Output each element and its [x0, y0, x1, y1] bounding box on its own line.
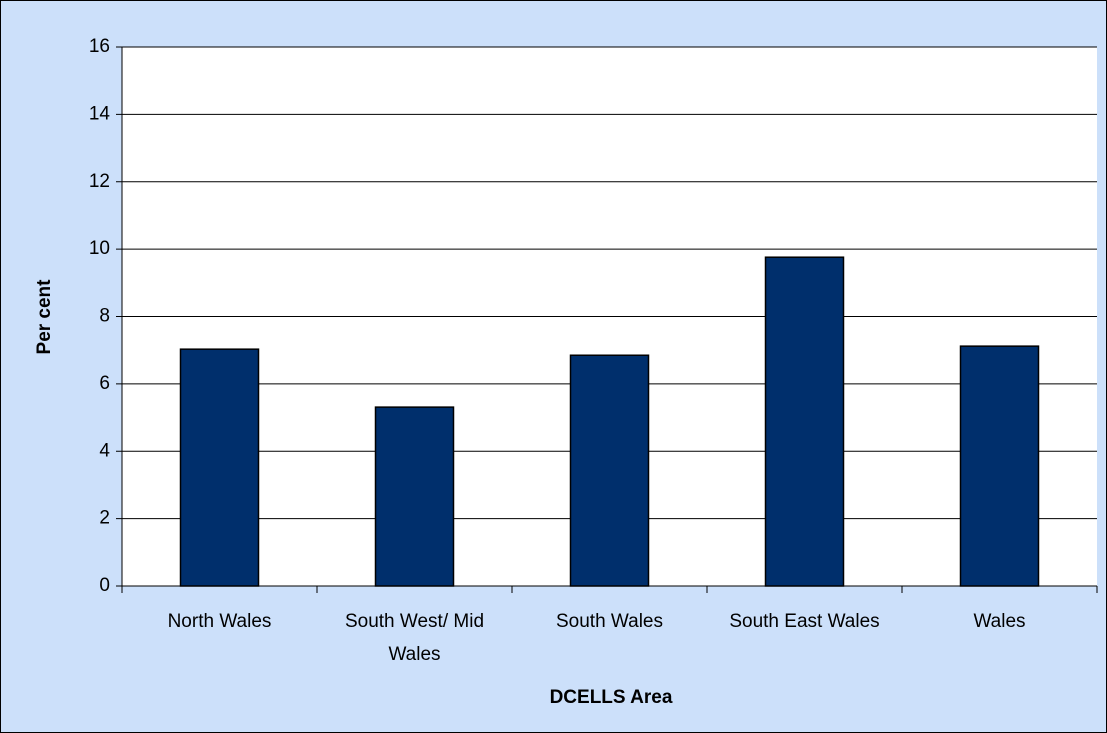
y-tick-label: 12	[89, 171, 110, 192]
y-tick-label: 2	[99, 508, 110, 529]
bar	[179, 348, 260, 587]
x-tick-label: South Wales	[556, 611, 663, 632]
x-tick-label: Wales	[973, 611, 1025, 632]
x-tick-label: South East Wales	[729, 611, 879, 632]
y-tick-label: 0	[99, 575, 110, 596]
bar	[374, 406, 455, 587]
bar	[959, 345, 1040, 587]
x-tick-label: South West/ Mid Wales	[345, 611, 484, 665]
y-tick-label: 6	[99, 373, 110, 394]
y-tick-label: 4	[99, 440, 110, 461]
bar	[569, 354, 650, 587]
x-tick-label: North Wales	[168, 611, 272, 632]
y-tick-label: 10	[89, 238, 110, 259]
bar	[764, 256, 845, 587]
y-axis-title: Per cent	[34, 279, 55, 355]
y-tick-label: 8	[99, 306, 110, 327]
y-tick-label: 14	[89, 103, 111, 124]
y-tick-label: 16	[89, 36, 110, 57]
x-axis-title: DCELLS Area	[550, 687, 673, 708]
